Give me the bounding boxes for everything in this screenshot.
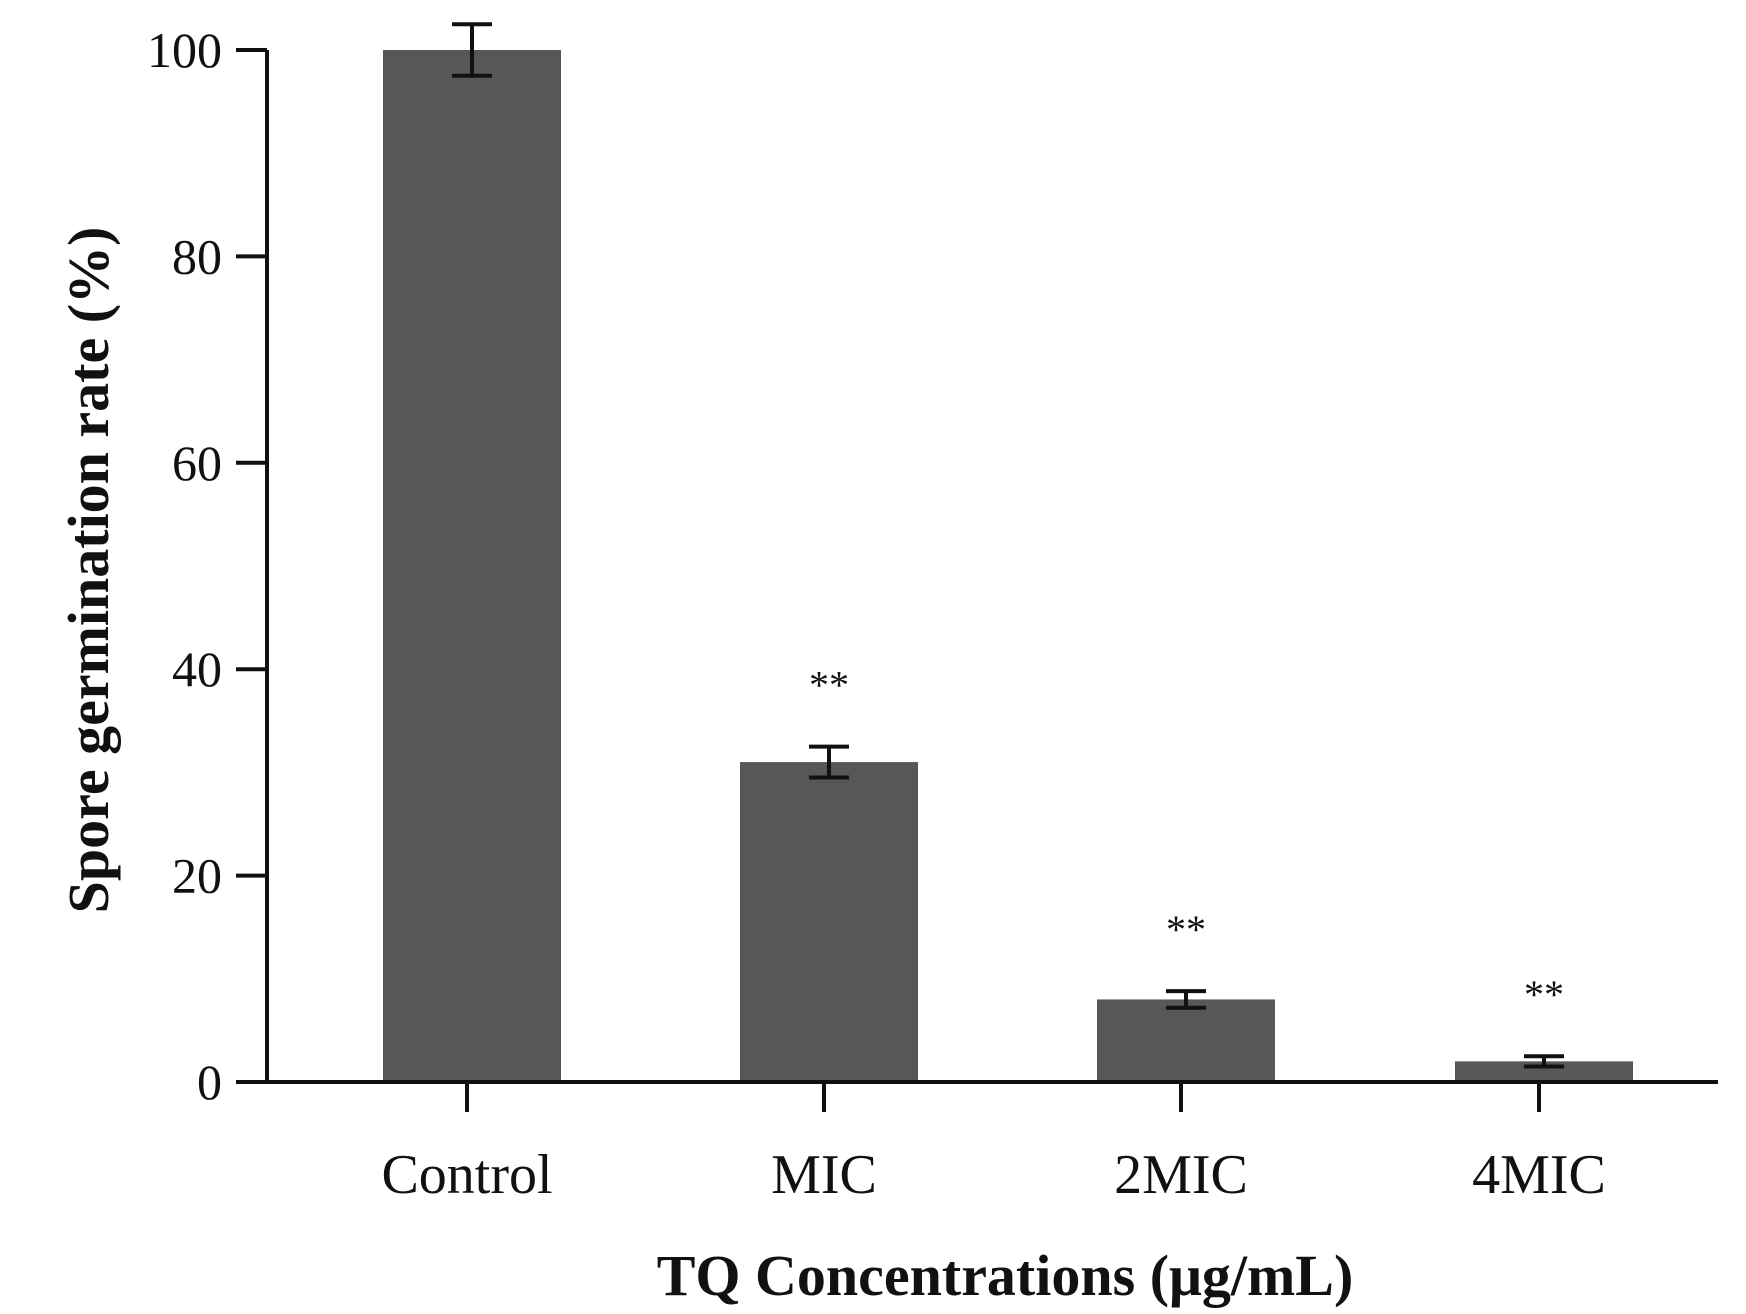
bar [1097, 999, 1275, 1082]
significance-label: ** [809, 663, 849, 708]
x-axis-ticks: Control MIC 2MIC 4MIC [381, 1082, 1606, 1206]
x-tick-label: 4MIC [1472, 1144, 1606, 1206]
y-tick-label: 0 [197, 1054, 222, 1110]
y-axis-ticks: 0 20 40 60 80 100 [147, 22, 267, 1110]
y-tick-label: 20 [172, 848, 222, 904]
error-bars [452, 22, 1564, 1069]
error-bar [452, 22, 492, 78]
bar [1455, 1061, 1633, 1082]
y-axis-title: Spore germination rate (%) [56, 227, 121, 914]
significance-label: ** [1524, 972, 1564, 1017]
bars [383, 50, 1633, 1082]
error-bar [1524, 1054, 1564, 1069]
bar [383, 50, 561, 1082]
x-tick-label: 2MIC [1114, 1144, 1248, 1206]
error-bar [809, 744, 849, 780]
significance-labels: ** ** ** [809, 663, 1564, 1018]
significance-label: ** [1166, 907, 1206, 952]
y-tick-label: 100 [147, 22, 222, 78]
y-tick-label: 40 [172, 641, 222, 697]
x-tick-label: MIC [771, 1144, 877, 1206]
y-tick-label: 60 [172, 435, 222, 491]
x-tick-label: Control [381, 1144, 552, 1206]
error-bar [1166, 989, 1206, 1010]
y-tick-label: 80 [172, 228, 222, 284]
x-axis-title: TQ Concentrations (μg/mL) [657, 1243, 1354, 1308]
bar [740, 762, 918, 1082]
